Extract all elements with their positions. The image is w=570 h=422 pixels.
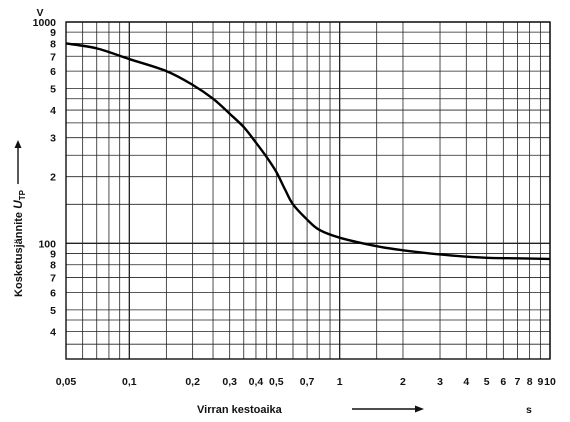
- x-unit-label: s: [526, 404, 532, 416]
- y-axis-label-text: Kosketusjännite: [13, 212, 25, 297]
- voltage-curve: [65, 42, 551, 261]
- y-tick-label: 5: [50, 84, 56, 96]
- y-tick-label: 9: [50, 27, 56, 39]
- y-axis-symbol: U: [11, 200, 25, 209]
- y-tick-label: 7: [50, 273, 56, 285]
- y-axis-arrow-head: [14, 140, 22, 148]
- y-tick-label: 4: [50, 105, 56, 117]
- y-tick-label: 6: [50, 66, 56, 78]
- y-tick-label: 7: [50, 51, 56, 63]
- x-tick-label: 0,2: [185, 376, 200, 388]
- y-tick-label: 100: [38, 238, 56, 250]
- series-group: [65, 42, 551, 261]
- x-tick-label: 6: [500, 376, 506, 388]
- x-tick-label: 9: [537, 376, 543, 388]
- x-tick-label: 2: [400, 376, 406, 388]
- y-unit-label: V: [36, 7, 43, 19]
- x-tick-label: 1: [337, 376, 343, 388]
- y-axis-subscript: TP: [18, 189, 27, 200]
- x-tick-label: 0,05: [56, 376, 77, 388]
- y-tick-label: 8: [50, 260, 56, 272]
- x-tick-label: 0,4: [249, 376, 264, 388]
- x-tick-label: 0,5: [269, 376, 284, 388]
- x-tick-label: 0,7: [300, 376, 315, 388]
- x-tick-label: 7: [514, 376, 520, 388]
- x-axis-label: Virran kestoaika: [197, 404, 283, 416]
- x-tick-label: 10: [544, 376, 556, 388]
- x-tick-label: 0,3: [222, 376, 237, 388]
- y-tick-label: 8: [50, 38, 56, 50]
- y-axis-label-group: Kosketusjännite UTP: [11, 140, 27, 297]
- y-tick-label: 9: [50, 248, 56, 260]
- x-tick-label: 0,1: [122, 376, 137, 388]
- y-tick-label: 6: [50, 287, 56, 299]
- plot-frame: [65, 21, 551, 360]
- x-tick-label: 4: [463, 376, 469, 388]
- y-tick-label: 5: [50, 305, 56, 317]
- y-tick-label: 1000: [33, 17, 57, 29]
- chart-grid: [65, 21, 551, 360]
- x-tick-label: 5: [484, 376, 490, 388]
- y-axis-label: Kosketusjännite UTP: [11, 189, 27, 297]
- y-tick-label: 3: [50, 133, 56, 145]
- y-tick-label: 2: [50, 172, 56, 184]
- x-tick-label: 3: [437, 376, 443, 388]
- x-tick-label: 8: [527, 376, 533, 388]
- x-axis-arrow-head: [415, 405, 424, 413]
- tick-labels: 0,05 0,1 0,2 0,3 0,4 0,5 0,7 1 2 3 4 5 6 7 8 9 101000987…: [33, 17, 556, 388]
- y-tick-label: 4: [50, 326, 56, 338]
